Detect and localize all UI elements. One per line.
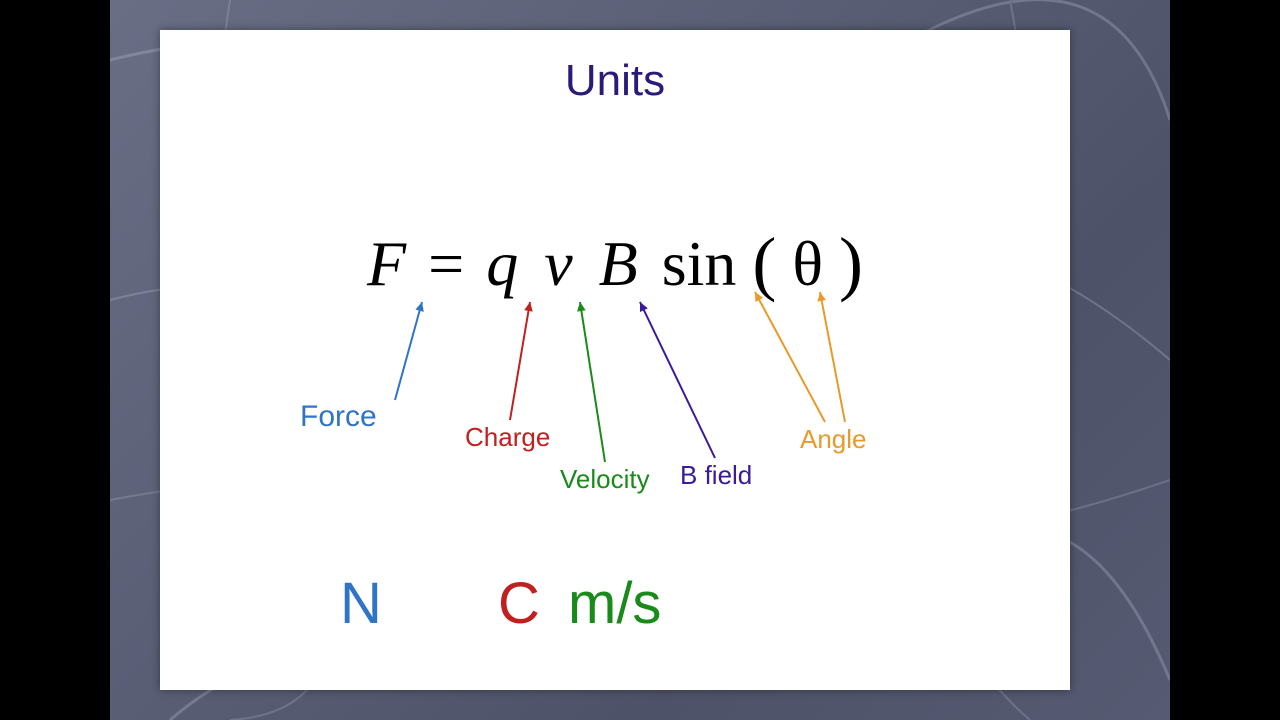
slide-title: Units [160, 56, 1070, 106]
label-force: Force [300, 400, 377, 434]
eq-q: q [486, 228, 518, 299]
eq-F: F [367, 228, 406, 299]
unit-coulomb: C [498, 570, 540, 637]
label-velocity: Velocity [560, 464, 650, 495]
unit-newton: N [340, 570, 382, 637]
label-charge: Charge [465, 422, 550, 453]
eq-sin: sin [662, 228, 737, 299]
label-angle: Angle [800, 424, 867, 455]
stage: Units F = q v B sin ( θ ) Force Charge V… [0, 0, 1280, 720]
eq-equals: = [428, 228, 464, 299]
eq-B: B [599, 228, 638, 299]
eq-rparen: ) [839, 223, 863, 303]
eq-lparen: ( [752, 223, 776, 303]
eq-theta: θ [792, 228, 823, 299]
label-bfield: B field [680, 460, 752, 491]
equation: F = q v B sin ( θ ) [160, 220, 1070, 303]
slide: Units F = q v B sin ( θ ) Force Charge V… [160, 30, 1070, 690]
unit-mps: m/s [568, 570, 661, 637]
eq-v: v [544, 228, 572, 299]
